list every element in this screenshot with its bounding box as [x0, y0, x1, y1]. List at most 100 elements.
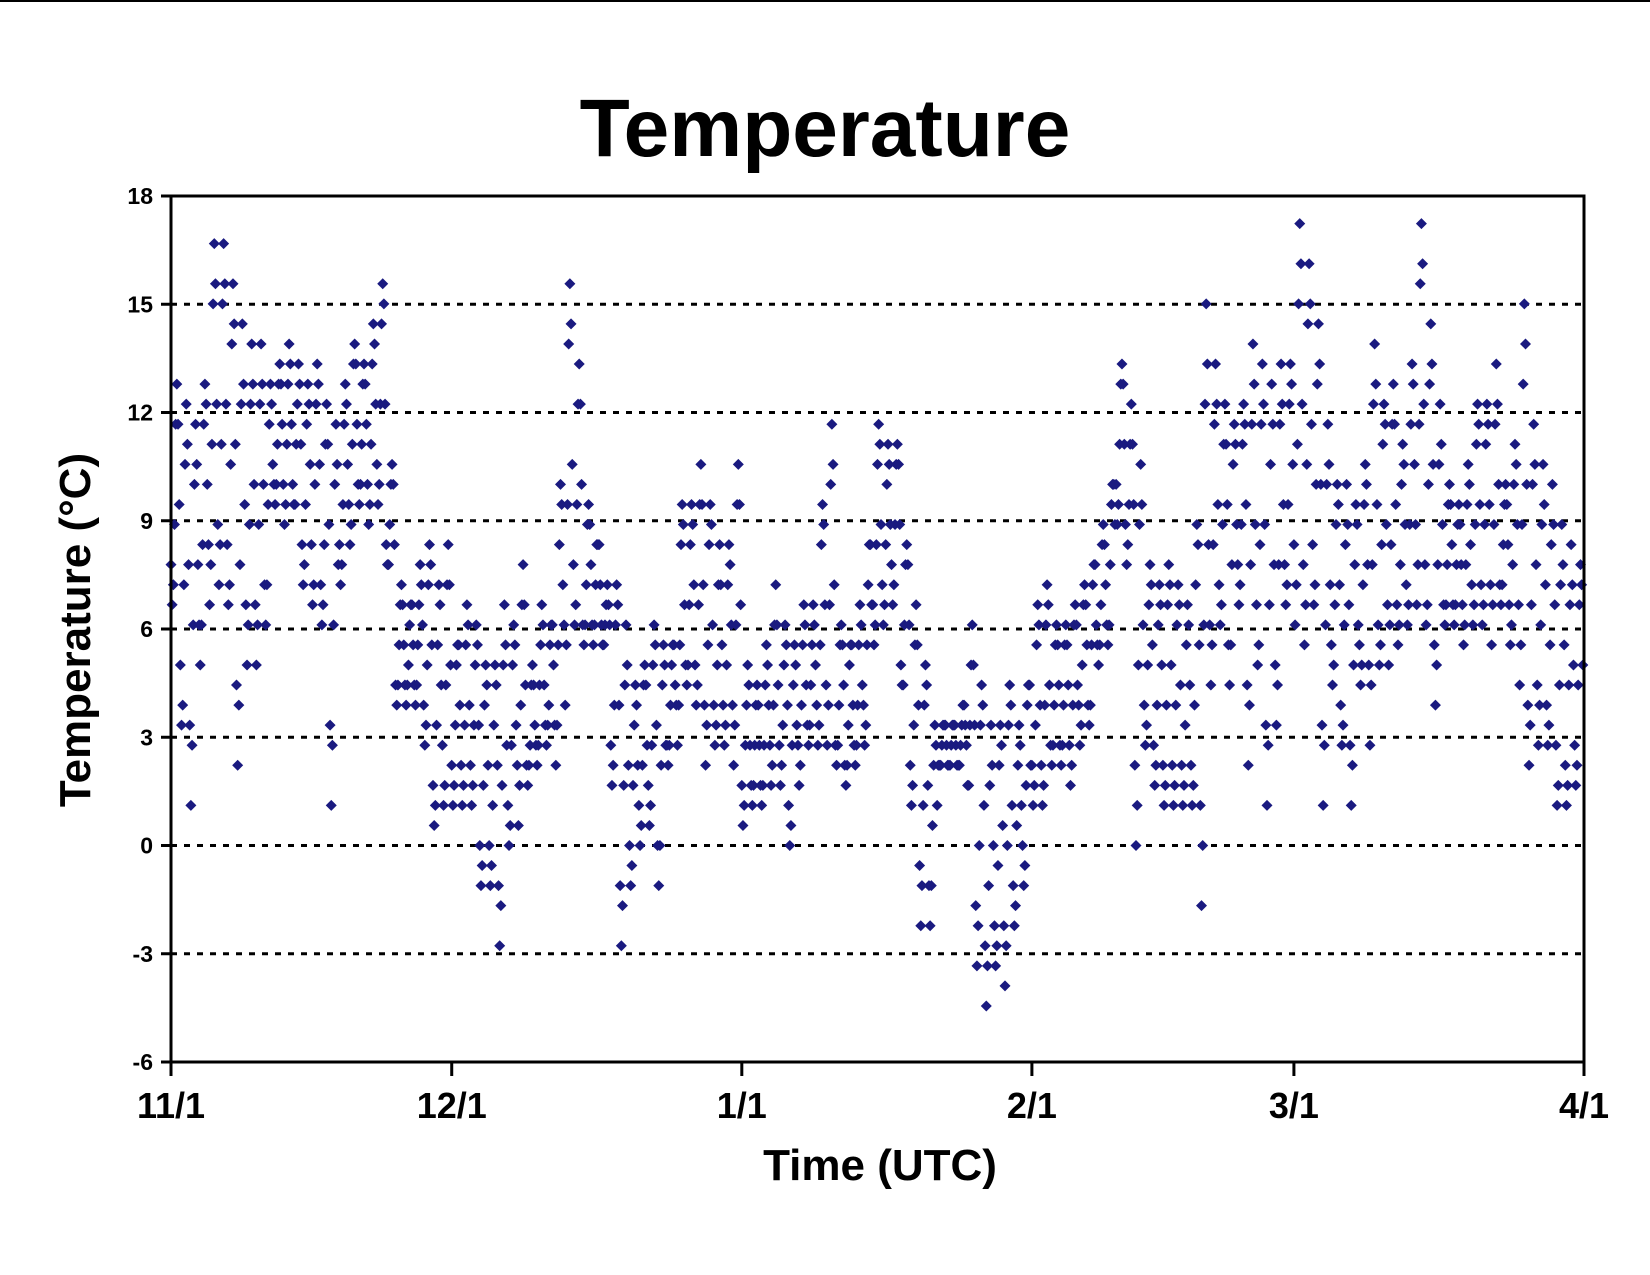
temperature-point: [536, 599, 548, 611]
temperature-point: [422, 579, 434, 591]
temperature-point: [243, 519, 255, 531]
temperature-point: [655, 759, 667, 771]
temperature-point: [978, 799, 990, 811]
temperature-point: [907, 779, 919, 791]
temperature-point: [1010, 900, 1022, 912]
temperature-point: [691, 679, 703, 691]
temperature-point: [1459, 619, 1471, 631]
temperature-point: [1454, 519, 1466, 531]
temperature-point: [428, 819, 440, 831]
temperature-point: [1525, 599, 1537, 611]
temperature-point: [1287, 458, 1299, 470]
temperature-point: [436, 739, 448, 751]
temperature-point: [1269, 659, 1281, 671]
temperature-point: [1143, 599, 1155, 611]
temperature-point: [1046, 759, 1058, 771]
temperature-point: [835, 619, 847, 631]
temperature-point: [304, 458, 316, 470]
temperature-point: [1029, 719, 1041, 731]
temperature-point: [323, 519, 335, 531]
temperature-point: [579, 619, 591, 631]
temperature-point: [710, 719, 722, 731]
temperature-point: [254, 398, 266, 410]
temperature-point: [522, 779, 534, 791]
temperature-point: [1183, 619, 1195, 631]
temperature-point: [856, 679, 868, 691]
temperature-point: [363, 519, 375, 531]
temperature-point: [1556, 519, 1568, 531]
temperature-point: [1021, 699, 1033, 711]
temperature-point: [762, 659, 774, 671]
temperature-point: [1470, 438, 1482, 450]
temperature-point: [883, 458, 895, 470]
temperature-point: [1420, 619, 1432, 631]
temperature-point: [778, 659, 790, 671]
temperature-point: [681, 679, 693, 691]
temperature-point: [1224, 679, 1236, 691]
temperature-point: [1228, 418, 1240, 430]
temperature-point: [788, 639, 800, 651]
temperature-point: [1018, 880, 1030, 892]
temperature-point: [1047, 739, 1059, 751]
temperature-point: [171, 378, 183, 390]
temperature-point: [397, 599, 409, 611]
temperature-point: [1176, 759, 1188, 771]
temperature-point: [1274, 418, 1286, 430]
temperature-point: [879, 599, 891, 611]
temperature-point: [1181, 599, 1193, 611]
temperature-point: [373, 478, 385, 490]
temperature-point: [1538, 498, 1550, 510]
temperature-point: [1229, 438, 1241, 450]
temperature-point: [914, 860, 926, 872]
temperature-point: [1131, 799, 1143, 811]
temperature-point: [787, 679, 799, 691]
temperature-point: [770, 579, 782, 591]
temperature-point: [480, 659, 492, 671]
temperature-point: [757, 779, 769, 791]
temperature-point: [969, 719, 981, 731]
temperature-point: [1293, 298, 1305, 310]
temperature-point: [324, 719, 336, 731]
temperature-point: [454, 699, 466, 711]
temperature-point: [1372, 619, 1384, 631]
temperature-point: [724, 559, 736, 571]
temperature-point: [239, 498, 251, 510]
temperature-point: [298, 559, 310, 571]
temperature-point: [1194, 799, 1206, 811]
temperature-point: [587, 639, 599, 651]
temperature-point: [1145, 579, 1157, 591]
temperature-point: [264, 378, 276, 390]
temperature-point: [1211, 398, 1223, 410]
temperature-point: [971, 960, 983, 972]
x-axis-label: Time (UTC): [763, 1141, 997, 1190]
temperature-point: [202, 539, 214, 551]
temperature-point: [281, 438, 293, 450]
temperature-point: [179, 458, 191, 470]
temperature-point: [1006, 799, 1018, 811]
temperature-point: [1275, 358, 1287, 370]
temperature-point: [1319, 619, 1331, 631]
temperature-point: [1247, 338, 1259, 350]
temperature-point: [1417, 258, 1429, 270]
temperature-point: [1342, 519, 1354, 531]
temperature-point: [1376, 539, 1388, 551]
temperature-point: [282, 378, 294, 390]
temperature-point: [1483, 498, 1495, 510]
temperature-point: [406, 599, 418, 611]
temperature-point: [457, 779, 469, 791]
temperature-point: [214, 539, 226, 551]
temperature-point: [415, 579, 427, 591]
temperature-point: [919, 659, 931, 671]
temperature-point: [1057, 699, 1069, 711]
temperature-point: [229, 438, 241, 450]
temperature-point: [708, 699, 720, 711]
temperature-point: [1149, 779, 1161, 791]
temperature-point: [717, 699, 729, 711]
temperature-point: [270, 478, 282, 490]
y-tick-label: 0: [140, 833, 153, 859]
temperature-point: [780, 639, 792, 651]
temperature-point: [302, 378, 314, 390]
temperature-point: [1406, 358, 1418, 370]
temperature-point: [1163, 559, 1175, 571]
temperature-point: [669, 679, 681, 691]
